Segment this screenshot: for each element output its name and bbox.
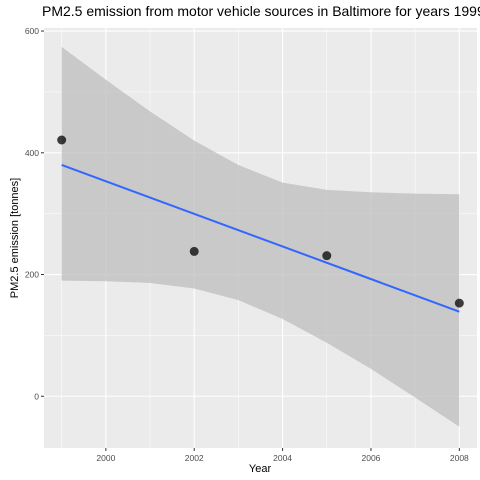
x-tick-label: 2006: [361, 453, 380, 463]
band-layer: [61, 46, 460, 427]
chart-title: PM2.5 emission from motor vehicle source…: [42, 3, 480, 19]
data-point: [454, 298, 464, 308]
y-tick-label: 400: [25, 148, 39, 158]
tick-layer: 2000 2002 2004 2006 2008 0 200 400 600: [25, 26, 469, 463]
confidence-band: [61, 46, 460, 427]
x-tick-label: 2008: [450, 453, 469, 463]
data-point: [322, 251, 332, 261]
x-tick-label: 2002: [185, 453, 204, 463]
y-tick-label: 200: [25, 270, 39, 280]
y-axis-title: PM2.5 emission [tonnes]: [9, 178, 21, 298]
line-layer: [61, 164, 460, 313]
data-point: [189, 246, 199, 256]
point-layer: [57, 135, 464, 308]
x-tick-label: 2000: [96, 453, 115, 463]
y-tick-label: 600: [25, 26, 39, 36]
x-axis-title: Year: [249, 463, 272, 475]
data-point: [57, 135, 67, 145]
x-tick-label: 2004: [273, 453, 292, 463]
fit-line: [61, 164, 460, 313]
y-tick-label: 0: [34, 391, 39, 401]
